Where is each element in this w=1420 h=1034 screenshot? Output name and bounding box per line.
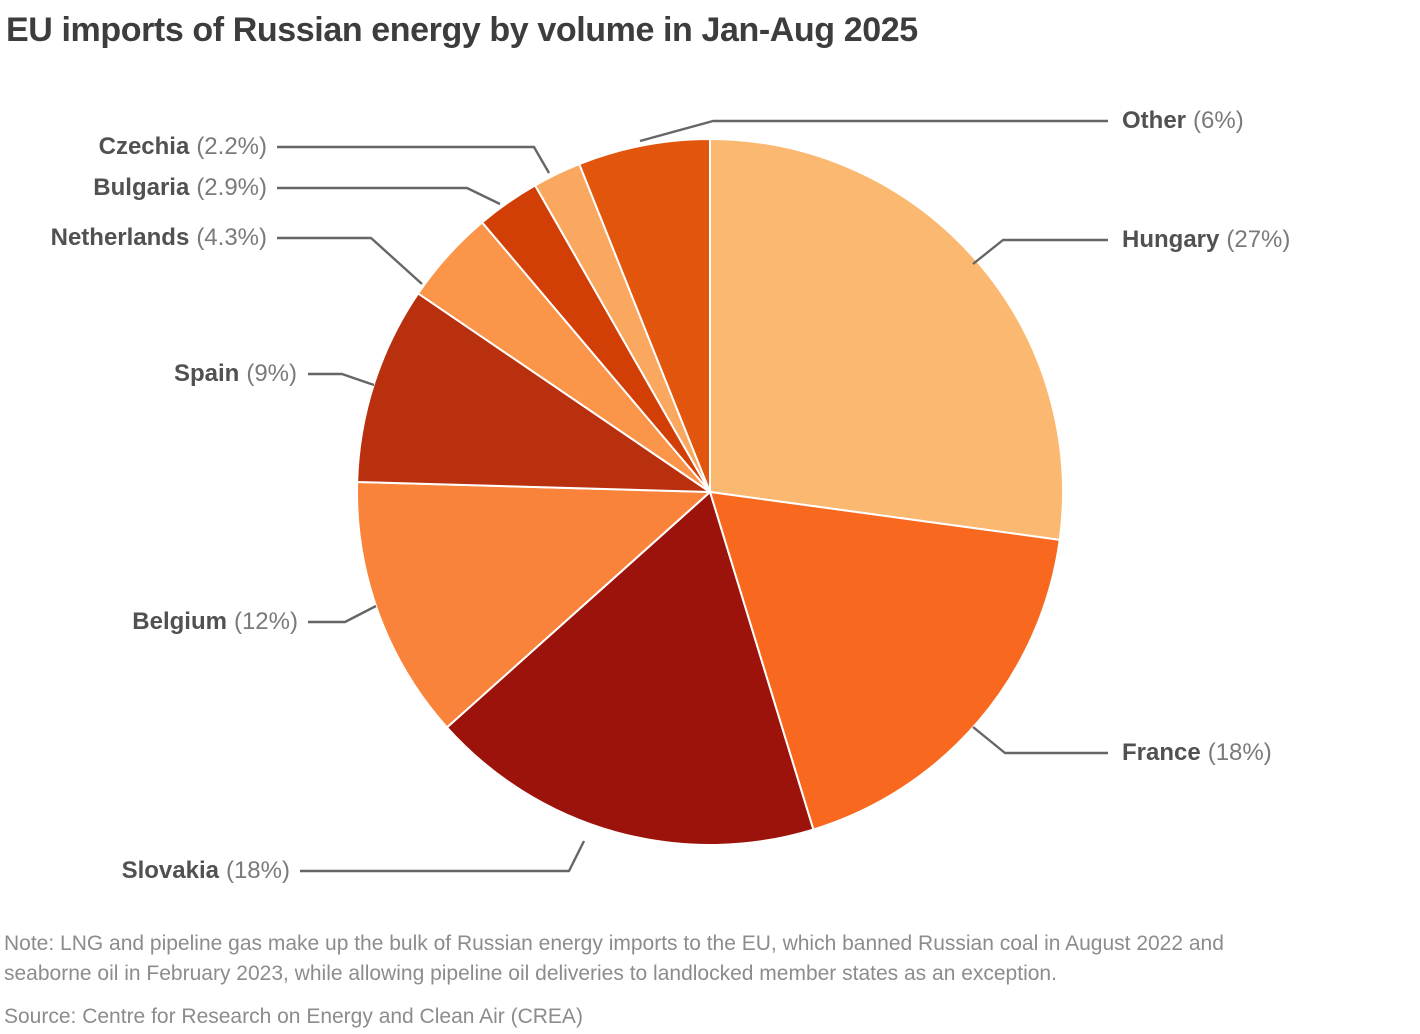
slice-callout-czechia: Czechia (2.2%)	[99, 135, 267, 159]
slice-value: (12%)	[233, 608, 298, 635]
slice-value: (18%)	[225, 857, 290, 884]
slice-callout-slovakia: Slovakia (18%)	[122, 859, 290, 883]
slice-name: Other	[1122, 107, 1187, 134]
leader-line-czechia	[277, 145, 551, 174]
slice-callout-belgium: Belgium (12%)	[132, 610, 298, 634]
leader-line-other	[639, 119, 1108, 143]
leader-lines-group	[277, 119, 1108, 873]
slice-name: Slovakia	[121, 857, 219, 884]
slice-value: (18%)	[1207, 739, 1272, 766]
leader-line-netherlands	[277, 236, 423, 285]
leader-line-belgium	[308, 604, 377, 624]
slice-name: Czechia	[98, 133, 190, 160]
chart-note-line-2: seaborne oil in February 2023, while all…	[4, 962, 1057, 985]
pie-slice-other	[578, 138, 711, 493]
slice-name: Bulgaria	[93, 174, 190, 201]
pie-slice-france	[709, 491, 1061, 831]
pie-slice-spain	[356, 292, 711, 493]
slice-name: Belgium	[132, 608, 227, 635]
pie-slice-slovakia	[445, 491, 815, 846]
slice-name: France	[1122, 739, 1201, 766]
slice-callout-bulgaria: Bulgaria (2.9%)	[93, 176, 267, 200]
slice-callout-other: Other (6%)	[1122, 109, 1244, 133]
slice-value: (2.2%)	[196, 133, 267, 160]
slice-callout-france: France (18%)	[1122, 741, 1272, 765]
slice-value: (2.9%)	[196, 174, 267, 201]
slice-callout-hungary: Hungary (27%)	[1122, 228, 1290, 252]
leader-line-spain	[308, 372, 375, 387]
chart-footer: Note: LNG and pipeline gas make up the b…	[4, 929, 1414, 1031]
chart-note-line-1: Note: LNG and pipeline gas make up the b…	[4, 932, 1224, 955]
slice-name: Hungary	[1122, 226, 1220, 253]
leader-line-france	[972, 726, 1108, 755]
page-title: EU imports of Russian energy by volume i…	[6, 11, 918, 49]
pie-slices-group	[356, 138, 1065, 846]
slice-value: (4.3%)	[196, 224, 267, 251]
slice-value: (6%)	[1193, 107, 1244, 134]
slice-value: (9%)	[246, 360, 297, 387]
pie-slice-belgium	[356, 480, 711, 729]
leader-line-bulgaria	[277, 186, 501, 206]
slice-value: (27%)	[1226, 226, 1291, 253]
slice-callout-spain: Spain (9%)	[174, 362, 297, 386]
chart-source: Source: Centre for Research on Energy an…	[4, 1005, 583, 1028]
pie-slice-hungary	[709, 138, 1065, 541]
slice-name: Netherlands	[50, 224, 190, 251]
leader-line-slovakia	[300, 840, 586, 873]
leader-line-hungary	[972, 238, 1108, 265]
slice-callout-netherlands: Netherlands (4.3%)	[51, 226, 267, 250]
slice-name: Spain	[173, 360, 240, 387]
